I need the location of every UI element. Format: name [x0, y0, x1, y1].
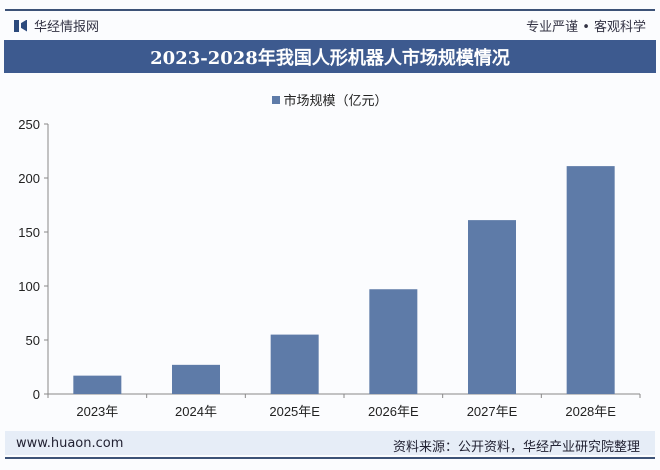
x-tick-label: 2023年: [76, 404, 118, 419]
x-tick-label: 2027年E: [467, 404, 518, 419]
chart-title: 2023-2028年我国人形机器人市场规模情况: [4, 40, 656, 73]
y-tick-label: 200: [18, 171, 40, 186]
bar: [73, 375, 122, 394]
slogan: 专业严谨 • 客观科学: [526, 20, 646, 35]
y-tick-label: 250: [18, 117, 40, 132]
x-tick-label: 2025年E: [269, 404, 320, 419]
bar: [369, 289, 418, 394]
bar: [566, 166, 615, 394]
brand-name: 华经情报网: [34, 20, 100, 35]
y-tick-label: 150: [18, 225, 40, 240]
legend: 市场规模（亿元）: [0, 90, 660, 109]
bar: [468, 220, 516, 394]
brand: 华经情报网: [14, 16, 99, 35]
footer-band: [5, 431, 655, 455]
x-tick-label: 2028年E: [565, 404, 616, 419]
y-tick-label: 50: [26, 333, 40, 348]
site-url: www.huaon.com: [16, 436, 124, 451]
brand-logo-icon: [14, 19, 28, 33]
bottom-divider: [5, 457, 655, 459]
bar: [172, 364, 220, 394]
x-tick-label: 2026年E: [368, 404, 419, 419]
legend-label: 市场规模（亿元）: [283, 94, 388, 109]
x-tick-label: 2024年: [175, 404, 217, 419]
source-note: 资料来源：公开资料，华经产业研究院整理: [392, 440, 640, 455]
y-tick-label: 0: [33, 387, 40, 402]
legend-swatch: [272, 96, 281, 104]
top-divider: [5, 9, 655, 11]
y-tick-label: 100: [18, 279, 40, 294]
bar: [270, 334, 319, 394]
